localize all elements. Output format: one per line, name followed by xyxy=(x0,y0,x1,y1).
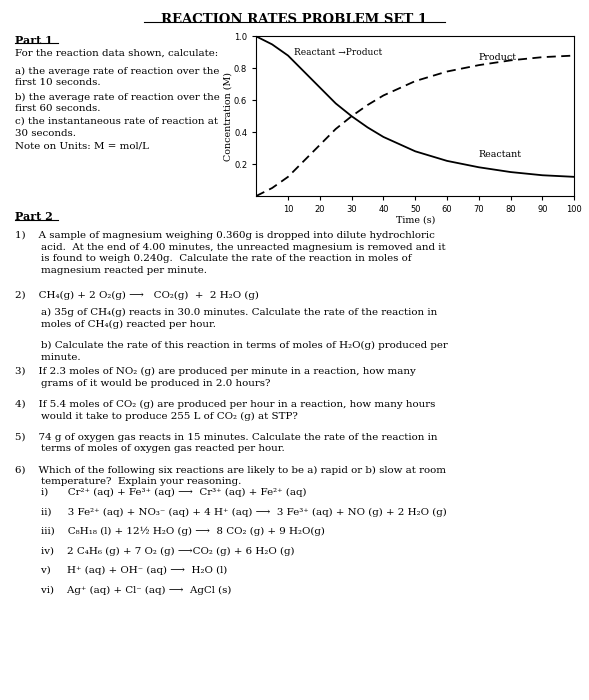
X-axis label: Time (s): Time (s) xyxy=(396,216,435,225)
Text: 1)    A sample of magnesium weighing 0.360g is dropped into dilute hydrochloric
: 1) A sample of magnesium weighing 0.360g… xyxy=(15,231,445,275)
Text: Part 2: Part 2 xyxy=(15,211,52,223)
Text: 4)    If 5.4 moles of CO₂ (g) are produced per hour in a reaction, how many hour: 4) If 5.4 moles of CO₂ (g) are produced … xyxy=(15,400,435,421)
Text: a) 35g of CH₄(g) reacts in 30.0 minutes. Calculate the rate of the reaction in
 : a) 35g of CH₄(g) reacts in 30.0 minutes.… xyxy=(15,308,437,329)
Text: iii)    C₈H₁₈ (l) + 12½ H₂O (g) ⟶  8 CO₂ (g) + 9 H₂O(g): iii) C₈H₁₈ (l) + 12½ H₂O (g) ⟶ 8 CO₂ (g)… xyxy=(15,527,325,536)
Text: Product: Product xyxy=(479,52,517,62)
Text: 2)    CH₄(g) + 2 O₂(g) ⟶   CO₂(g)  +  2 H₂O (g): 2) CH₄(g) + 2 O₂(g) ⟶ CO₂(g) + 2 H₂O (g) xyxy=(15,290,259,300)
Text: 3)    If 2.3 moles of NO₂ (g) are produced per minute in a reaction, how many
  : 3) If 2.3 moles of NO₂ (g) are produced … xyxy=(15,367,415,388)
Text: a) the average rate of reaction over the
first 10 seconds.: a) the average rate of reaction over the… xyxy=(15,66,219,88)
Text: vi)    Ag⁺ (aq) + Cl⁻ (aq) ⟶  AgCl (s): vi) Ag⁺ (aq) + Cl⁻ (aq) ⟶ AgCl (s) xyxy=(15,586,231,595)
Text: Note on Units: M = mol/L: Note on Units: M = mol/L xyxy=(15,141,148,150)
Text: b) the average rate of reaction over the
first 60 seconds.: b) the average rate of reaction over the… xyxy=(15,92,220,113)
Text: Part 1: Part 1 xyxy=(15,35,52,46)
Text: 5)    74 g of oxygen gas reacts in 15 minutes. Calculate the rate of the reactio: 5) 74 g of oxygen gas reacts in 15 minut… xyxy=(15,433,437,454)
Text: ii)     3 Fe²⁺ (aq) + NO₃⁻ (aq) + 4 H⁺ (aq) ⟶  3 Fe³⁺ (aq) + NO (g) + 2 H₂O (g): ii) 3 Fe²⁺ (aq) + NO₃⁻ (aq) + 4 H⁺ (aq) … xyxy=(15,508,446,517)
Text: Reactant: Reactant xyxy=(479,150,522,159)
Text: c) the instantaneous rate of reaction at
30 seconds.: c) the instantaneous rate of reaction at… xyxy=(15,117,218,138)
Text: i)      Cr²⁺ (aq) + Fe³⁺ (aq) ⟶  Cr³⁺ (aq) + Fe²⁺ (aq): i) Cr²⁺ (aq) + Fe³⁺ (aq) ⟶ Cr³⁺ (aq) + F… xyxy=(15,488,306,497)
Text: REACTION RATES PROBLEM SET 1: REACTION RATES PROBLEM SET 1 xyxy=(161,13,428,26)
Text: Reactant →Product: Reactant →Product xyxy=(294,48,383,57)
Text: For the reaction data shown, calculate:: For the reaction data shown, calculate: xyxy=(15,49,218,58)
Text: v)     H⁺ (aq) + OH⁻ (aq) ⟶  H₂O (l): v) H⁺ (aq) + OH⁻ (aq) ⟶ H₂O (l) xyxy=(15,566,227,575)
Text: iv)    2 C₄H₆ (g) + 7 O₂ (g) ⟶CO₂ (g) + 6 H₂O (g): iv) 2 C₄H₆ (g) + 7 O₂ (g) ⟶CO₂ (g) + 6 H… xyxy=(15,547,294,556)
Y-axis label: Concentration (M): Concentration (M) xyxy=(224,71,233,161)
Text: 6)    Which of the following six reactions are likely to be a) rapid or b) slow : 6) Which of the following six reactions … xyxy=(15,466,446,486)
Text: b) Calculate the rate of this reaction in terms of moles of H₂O(g) produced per
: b) Calculate the rate of this reaction i… xyxy=(15,341,448,362)
